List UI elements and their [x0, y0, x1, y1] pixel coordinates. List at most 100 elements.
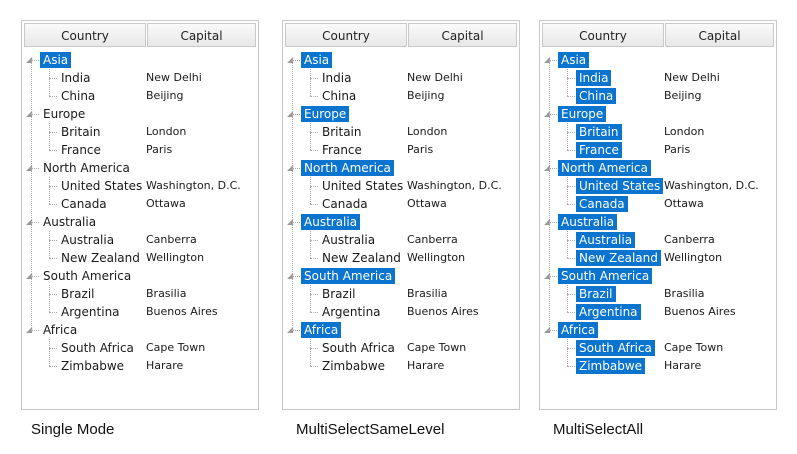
tree-node-country[interactable]: South Africa Cape Town	[22, 339, 258, 357]
column-header-capital[interactable]: Capital	[147, 23, 256, 47]
tree-node-continent[interactable]: Europe ◢	[540, 105, 776, 123]
tree-connector-line	[31, 60, 39, 61]
tree-node-country[interactable]: China Beijing	[540, 87, 776, 105]
capital-label: Beijing	[407, 89, 445, 102]
tree-node-country[interactable]: France Paris	[540, 141, 776, 159]
tree-node-country[interactable]: China Beijing	[22, 87, 258, 105]
capital-label: Harare	[407, 359, 445, 372]
continent-label: Africa	[301, 322, 342, 338]
tree-node-continent[interactable]: North America ◢	[540, 159, 776, 177]
tree-connector-line	[549, 330, 557, 331]
tree-node-continent[interactable]: South America ◢	[540, 267, 776, 285]
continent-label: Europe	[558, 106, 607, 122]
column-header-capital[interactable]: Capital	[665, 23, 774, 47]
tree-node-country[interactable]: United States Washington, D.C.	[283, 177, 519, 195]
tree-node-continent[interactable]: Australia ◢	[283, 213, 519, 231]
tree-node-continent[interactable]: Australia ◢	[540, 213, 776, 231]
collapse-arrow-icon[interactable]: ◢	[26, 55, 33, 64]
tree-node-continent[interactable]: Africa ◢	[22, 321, 258, 339]
tree-node-country[interactable]: South Africa Cape Town	[283, 339, 519, 357]
collapse-arrow-icon[interactable]: ◢	[287, 271, 294, 280]
tree-node-country[interactable]: Britain London	[283, 123, 519, 141]
collapse-arrow-icon[interactable]: ◢	[287, 55, 294, 64]
tree-node-country[interactable]: New Zealand Wellington	[283, 249, 519, 267]
tree-node-country[interactable]: India New Delhi	[22, 69, 258, 87]
capital-label: Washington, D.C.	[407, 179, 502, 192]
collapse-arrow-icon[interactable]: ◢	[26, 217, 33, 226]
tree-connector-line	[49, 258, 57, 259]
tree-node-country[interactable]: Argentina Buenos Aires	[283, 303, 519, 321]
tree-node-country[interactable]: China Beijing	[283, 87, 519, 105]
tree-node-continent[interactable]: South America ◢	[283, 267, 519, 285]
tree-connector-line	[567, 285, 568, 312]
treeview-panel-1[interactable]: Country Capital Asia ◢ India New Delhi China Be…	[21, 20, 259, 410]
tree-node-country[interactable]: South Africa Cape Town	[540, 339, 776, 357]
tree-connector-line	[567, 294, 575, 295]
tree-node-country[interactable]: Brazil Brasilia	[540, 285, 776, 303]
tree-node-country[interactable]: Zimbabwe Harare	[540, 357, 776, 375]
tree-node-continent[interactable]: North America ◢	[283, 159, 519, 177]
collapse-arrow-icon[interactable]: ◢	[544, 109, 551, 118]
tree-node-continent[interactable]: Australia ◢	[22, 213, 258, 231]
tree-node-continent[interactable]: Asia ◢	[22, 51, 258, 69]
collapse-arrow-icon[interactable]: ◢	[544, 55, 551, 64]
tree-node-country[interactable]: Brazil Brasilia	[22, 285, 258, 303]
tree-connector-line	[49, 186, 57, 187]
tree-node-country[interactable]: Britain London	[540, 123, 776, 141]
collapse-arrow-icon[interactable]: ◢	[287, 325, 294, 334]
tree-node-country[interactable]: Zimbabwe Harare	[22, 357, 258, 375]
tree-node-country[interactable]: France Paris	[283, 141, 519, 159]
collapse-arrow-icon[interactable]: ◢	[287, 217, 294, 226]
country-label: Brazil	[322, 287, 356, 301]
column-header-country[interactable]: Country	[542, 23, 664, 47]
collapse-arrow-icon[interactable]: ◢	[544, 163, 551, 172]
column-header-capital[interactable]: Capital	[408, 23, 517, 47]
country-label: China	[576, 88, 617, 104]
collapse-arrow-icon[interactable]: ◢	[544, 325, 551, 334]
tree-node-country[interactable]: Australia Canberra	[283, 231, 519, 249]
continent-label: Asia	[40, 52, 72, 68]
tree-node-country[interactable]: Australia Canberra	[540, 231, 776, 249]
collapse-arrow-icon[interactable]: ◢	[287, 109, 294, 118]
capital-label: Ottawa	[664, 197, 704, 210]
tree-node-country[interactable]: Canada Ottawa	[283, 195, 519, 213]
tree-connector-line	[292, 330, 300, 331]
tree-node-continent[interactable]: Asia ◢	[540, 51, 776, 69]
tree-node-country[interactable]: Zimbabwe Harare	[283, 357, 519, 375]
tree-node-country[interactable]: India New Delhi	[283, 69, 519, 87]
tree-node-country[interactable]: Canada Ottawa	[22, 195, 258, 213]
collapse-arrow-icon[interactable]: ◢	[26, 163, 33, 172]
tree-node-continent[interactable]: Asia ◢	[283, 51, 519, 69]
tree-node-country[interactable]: New Zealand Wellington	[540, 249, 776, 267]
collapse-arrow-icon[interactable]: ◢	[544, 217, 551, 226]
tree-node-continent[interactable]: North America ◢	[22, 159, 258, 177]
collapse-arrow-icon[interactable]: ◢	[26, 109, 33, 118]
column-header-country[interactable]: Country	[285, 23, 407, 47]
tree-node-country[interactable]: United States Washington, D.C.	[22, 177, 258, 195]
capital-label: Wellington	[407, 251, 466, 264]
tree-node-country[interactable]: Canada Ottawa	[540, 195, 776, 213]
capital-label: Cape Town	[146, 341, 206, 354]
tree-node-continent[interactable]: South America ◢	[22, 267, 258, 285]
tree-node-continent[interactable]: Africa ◢	[540, 321, 776, 339]
tree-node-continent[interactable]: Africa ◢	[283, 321, 519, 339]
capital-label: Canberra	[146, 233, 197, 246]
tree-node-country[interactable]: Argentina Buenos Aires	[22, 303, 258, 321]
tree-node-continent[interactable]: Europe ◢	[22, 105, 258, 123]
tree-node-country[interactable]: Australia Canberra	[22, 231, 258, 249]
collapse-arrow-icon[interactable]: ◢	[26, 325, 33, 334]
tree-node-country[interactable]: Argentina Buenos Aires	[540, 303, 776, 321]
tree-node-country[interactable]: Brazil Brasilia	[283, 285, 519, 303]
treeview-panel-3[interactable]: Country Capital Asia ◢ India New Delhi China Be…	[539, 20, 777, 410]
tree-node-country[interactable]: Britain London	[22, 123, 258, 141]
tree-node-country[interactable]: France Paris	[22, 141, 258, 159]
treeview-panel-2[interactable]: Country Capital Asia ◢ India New Delhi China Be…	[282, 20, 520, 410]
tree-node-continent[interactable]: Europe ◢	[283, 105, 519, 123]
collapse-arrow-icon[interactable]: ◢	[26, 271, 33, 280]
tree-node-country[interactable]: United States Washington, D.C.	[540, 177, 776, 195]
tree-node-country[interactable]: New Zealand Wellington	[22, 249, 258, 267]
tree-node-country[interactable]: India New Delhi	[540, 69, 776, 87]
collapse-arrow-icon[interactable]: ◢	[287, 163, 294, 172]
column-header-country[interactable]: Country	[24, 23, 146, 47]
collapse-arrow-icon[interactable]: ◢	[544, 271, 551, 280]
